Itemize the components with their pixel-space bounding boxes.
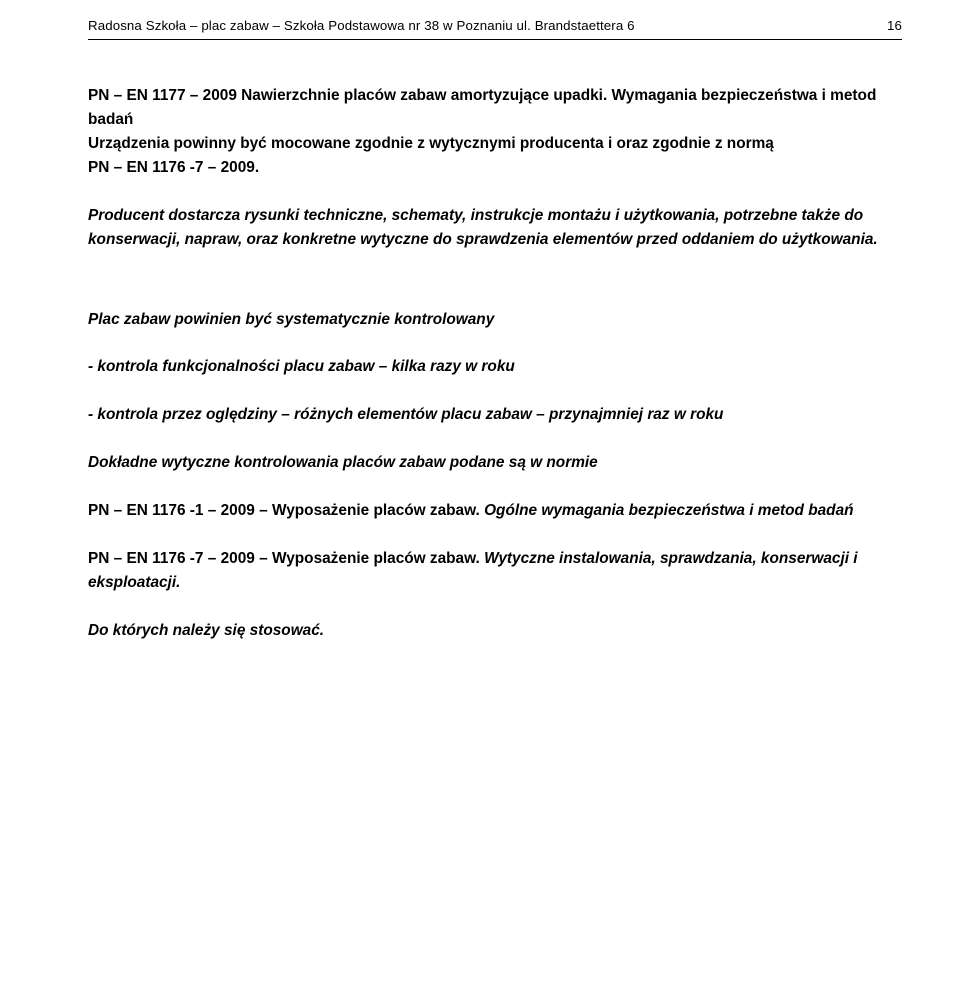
spacer: [88, 180, 902, 204]
para-exact-guidelines: Dokładne wytyczne kontrolowania placów z…: [88, 451, 902, 475]
para-mounting-guidelines: Urządzenia powinny być mocowane zgodnie …: [88, 132, 902, 156]
para-producer-supplies: Producent dostarcza rysunki techniczne, …: [88, 204, 902, 252]
spacer: [88, 475, 902, 499]
para-systematic-control: Plac zabaw powinien być systematycznie k…: [88, 308, 902, 332]
header-rule: [88, 39, 902, 40]
std-1176-1-code: PN – EN 1176 -1 – 2009 – Wyposażenie pla…: [88, 502, 484, 519]
std-1176-7-code: PN – EN 1176 -7 – 2009 – Wyposażenie pla…: [88, 550, 484, 567]
page-header: Radosna Szkoła – plac zabaw – Szkoła Pod…: [88, 18, 902, 33]
spacer-large: [88, 252, 902, 308]
para-control-visual: - kontrola przez oględziny – różnych ele…: [88, 403, 902, 427]
para-must-comply: Do których należy się stosować.: [88, 619, 902, 643]
header-title: Radosna Szkoła – plac zabaw – Szkoła Pod…: [88, 18, 862, 33]
spacer: [88, 331, 902, 355]
para-standard-1176-7-inline: PN – EN 1176 -7 – 2009.: [88, 156, 902, 180]
para-standard-1176-7: PN – EN 1176 -7 – 2009 – Wyposażenie pla…: [88, 547, 902, 595]
std-1176-1-desc: Ogólne wymagania bezpieczeństwa i metod …: [484, 502, 853, 519]
spacer: [88, 427, 902, 451]
para-control-functional: - kontrola funkcjonalności placu zabaw –…: [88, 355, 902, 379]
document-body: PN – EN 1177 – 2009 Nawierzchnie placów …: [88, 84, 902, 642]
spacer: [88, 523, 902, 547]
para-standard-1176-1: PN – EN 1176 -1 – 2009 – Wyposażenie pla…: [88, 499, 902, 523]
spacer: [88, 595, 902, 619]
spacer: [88, 379, 902, 403]
para-standard-1177: PN – EN 1177 – 2009 Nawierzchnie placów …: [88, 84, 902, 132]
header-page-number: 16: [862, 18, 902, 33]
